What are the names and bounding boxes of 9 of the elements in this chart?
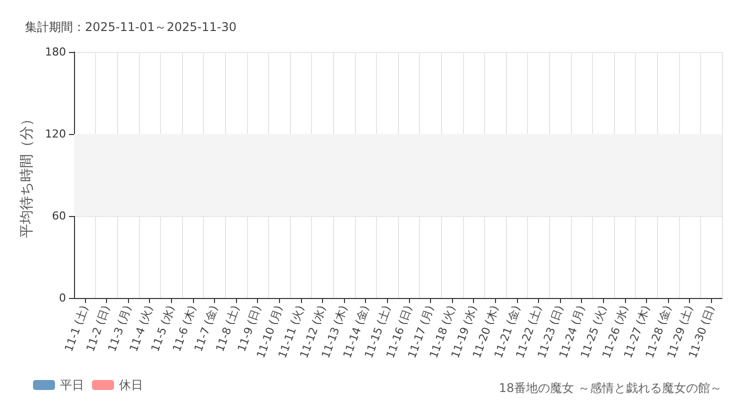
y-tick-label: 120 xyxy=(45,128,66,140)
y-tick-label: 180 xyxy=(45,46,66,58)
legend-label: 休日 xyxy=(119,378,143,392)
legend-label: 平日 xyxy=(60,378,84,392)
y-axis-title: 平均待ち時間（分） xyxy=(19,112,36,238)
y-tick-label: 0 xyxy=(59,292,66,304)
text: 18番地の魔女 ～感情と戯れる魔女の館～ xyxy=(498,381,722,395)
y-tick-label: 60 xyxy=(52,210,66,222)
chart-title: 集計期間：2025-11-01～2025-11-30 xyxy=(25,20,236,34)
